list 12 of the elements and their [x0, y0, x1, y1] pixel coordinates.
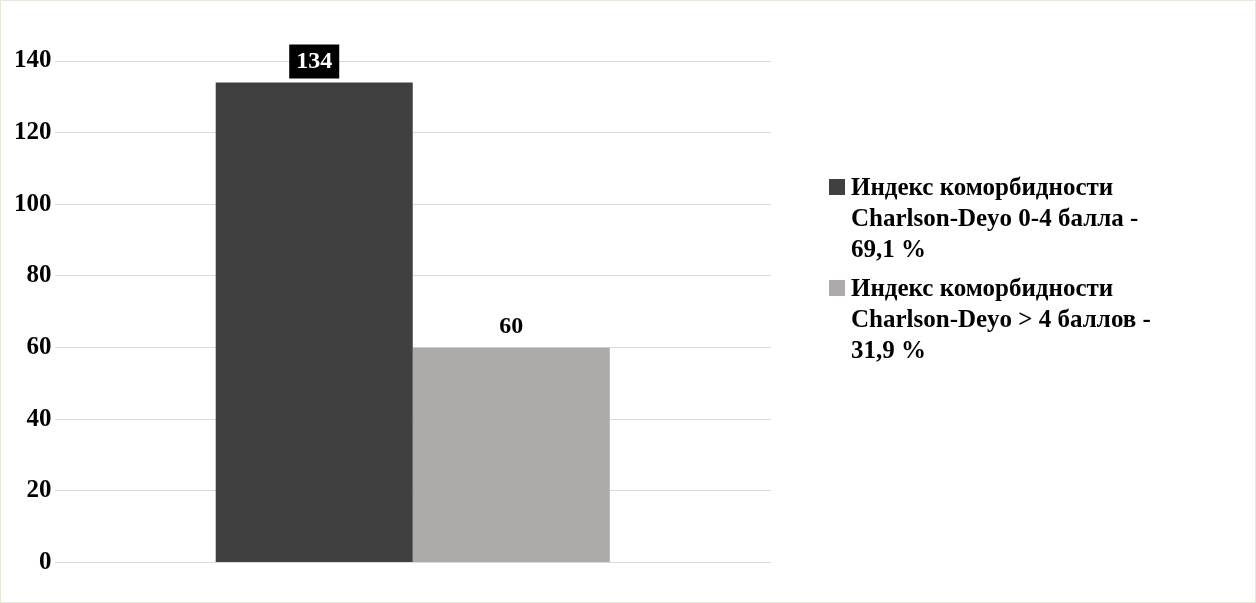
y-tick-label: 40: [26, 403, 52, 431]
y-tick-label: 20: [26, 475, 52, 503]
y-tick-label: 100: [14, 188, 52, 216]
y-tick-label: 120: [14, 117, 52, 145]
y-tick-label: 140: [14, 45, 52, 73]
legend-label: Индекс коморбидности Charlson-Deyo 0-4 балла - 69,1 %: [851, 172, 1140, 264]
data-label: 60: [499, 311, 524, 338]
data-label: 134: [296, 46, 333, 73]
legend-label: Индекс коморбидности Charlson-Deyo > 4 баллов - 31,9 %: [851, 273, 1152, 365]
y-tick-label: 60: [26, 332, 52, 360]
y-tick-label: 0: [39, 547, 52, 575]
y-tick-label: 80: [26, 260, 52, 288]
